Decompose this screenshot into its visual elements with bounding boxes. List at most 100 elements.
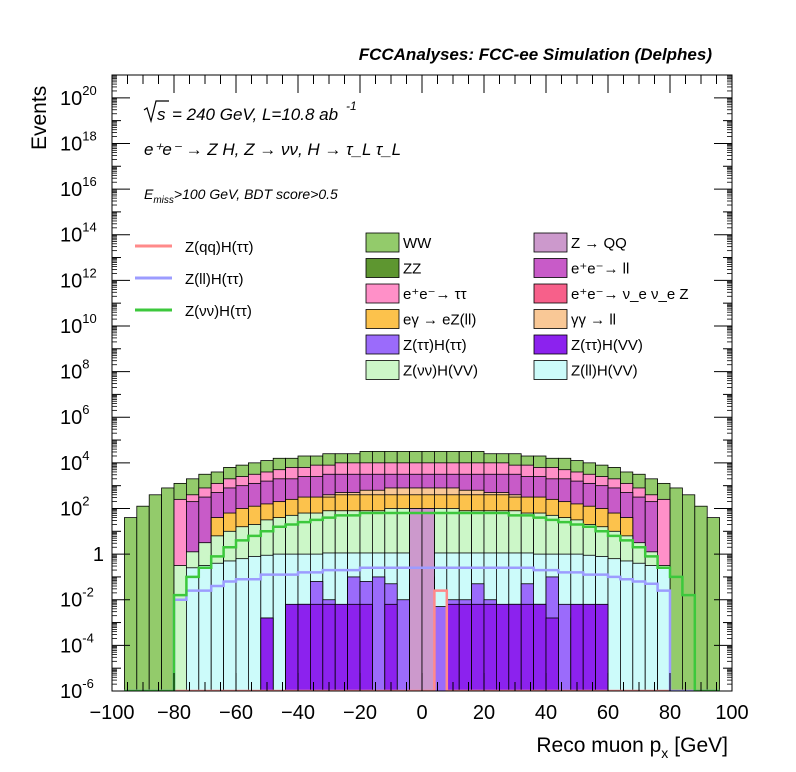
legend-box-label: eγ → eZ(ll): [403, 312, 476, 329]
legend-box-swatch: [533, 360, 568, 380]
bar: [520, 603, 535, 691]
legend-backgrounds-col1: WW ZZ e⁺e⁻→ ττ eγ → eZ(ll) Z(ττ)H(ττ) Z(νν)H(…: [365, 232, 478, 380]
legend-box-label: e⁺e⁻→ ll: [571, 261, 629, 278]
legend-box-label: ZZ: [403, 261, 421, 278]
legend-box-swatch: [533, 283, 568, 304]
bar: [409, 508, 423, 691]
y-tick-label: 10-4: [60, 630, 94, 657]
y-tick-label: 1010: [60, 311, 97, 338]
y-tick-label: 108: [60, 357, 89, 384]
legend-box-swatch: [365, 334, 400, 355]
legend-box-swatch: [365, 360, 400, 380]
bar: [508, 603, 522, 691]
bar: [297, 603, 311, 691]
bar: [446, 603, 460, 691]
bar: [309, 603, 324, 691]
bar: [669, 487, 683, 691]
bar: [582, 603, 597, 691]
y-axis-label: Events: [28, 86, 51, 150]
bar: [657, 567, 671, 691]
annotation-cut: Emiss>100 GeV, BDT score>0.5: [144, 186, 338, 206]
bar: [545, 617, 559, 691]
x-tick-label: 0: [416, 702, 427, 724]
plot-annotation: s = 240 GeV, L=10.8 ab -1 e⁺e⁻ → Z H, Z →…: [143, 99, 401, 206]
bar: [173, 565, 187, 691]
hist-z-h-vv: [260, 603, 609, 691]
y-tick-label: 1018: [60, 128, 97, 155]
bar: [483, 603, 497, 691]
legend-box-label: Z(ll)H(VV): [571, 363, 638, 380]
y-tick-label: 1014: [60, 220, 97, 247]
legend-box-label: e⁺e⁻→ ττ: [403, 286, 467, 303]
x-tick-label: 20: [473, 702, 495, 724]
y-tick-label: 10-6: [60, 676, 94, 703]
bar: [533, 603, 547, 691]
x-tick-label: −80: [157, 702, 191, 724]
bar: [247, 555, 262, 691]
legend-signal: Z(qq)H(ττ) Z(ll)H(ττ) Z(νν)H(ττ): [135, 239, 254, 320]
bar: [421, 508, 435, 691]
legend-box-swatch: [365, 258, 400, 278]
y-tick-label: 104: [60, 448, 89, 475]
y-tick-label: 1016: [60, 174, 97, 201]
chart-header: FCCAnalyses: FCC-ee Simulation (Delphes): [359, 45, 713, 64]
bar: [347, 603, 361, 691]
y-tick-label: 106: [60, 402, 89, 429]
bar: [198, 565, 212, 691]
legend-box-swatch: [365, 283, 400, 304]
bar: [558, 603, 572, 691]
legend-backgrounds-col2: Z → QQ e⁺e⁻→ ll e⁺e⁻→ ν_e ν_e Z γγ → ll Z(ττ…: [533, 232, 689, 380]
annotation-sqrt-s: s: [157, 105, 166, 124]
y-tick-label: 1: [93, 544, 104, 566]
legend-box-swatch: [365, 232, 400, 253]
bar: [570, 603, 584, 691]
line-z-h: [124, 511, 720, 691]
signal-lines: [124, 511, 720, 691]
bar: [210, 562, 224, 691]
x-tick-label: 100: [715, 702, 748, 724]
y-tick-label: 1012: [60, 265, 97, 292]
x-tick-label: −60: [219, 702, 253, 724]
bar: [359, 603, 373, 691]
axis-ticks: −100 −80 −60 −40 −20 0 20 40 60 80 100 10-6 10-4 10-2…: [60, 74, 749, 724]
bar: [322, 603, 336, 691]
y-tick-label: 1020: [60, 83, 97, 110]
x-tick-label: 60: [597, 702, 619, 724]
x-tick-label: −20: [343, 702, 377, 724]
bar: [285, 603, 299, 691]
bar: [706, 517, 721, 691]
bar: [495, 603, 510, 691]
annotation-process: e⁺e⁻ → Z H, Z → νν, H → τ_L τ_L: [144, 140, 401, 159]
legend-box-label: WW: [403, 235, 432, 252]
bar: [384, 603, 398, 691]
legend-box-label: Z → QQ: [571, 235, 627, 252]
bar: [396, 599, 411, 691]
bar: [185, 567, 200, 691]
legend-box-swatch: [365, 309, 400, 329]
bar: [682, 494, 696, 691]
bar: [161, 487, 175, 691]
legend-box-swatch: [533, 258, 568, 278]
legend-line-label: Z(νν)H(ττ): [185, 303, 252, 320]
bar: [260, 617, 274, 691]
x-axis-label: Reco muon px [GeV]: [536, 734, 728, 761]
legend-box-label: Z(ττ)H(ττ): [403, 337, 467, 354]
line-z-ll-h: [124, 566, 720, 691]
x-tick-label: −40: [281, 702, 315, 724]
bar: [148, 494, 162, 691]
legend-line-label: Z(qq)H(ττ): [185, 239, 254, 256]
legend-box-swatch: [533, 232, 568, 253]
x-tick-label: 80: [659, 702, 681, 724]
bar: [458, 603, 473, 691]
bar: [433, 606, 448, 691]
legend-box-swatch: [533, 334, 568, 355]
hist-z-qq: [409, 508, 435, 691]
legend-box-label: Z(ττ)H(VV): [571, 337, 643, 354]
bar: [334, 603, 349, 691]
y-tick-label: 10-2: [60, 585, 94, 612]
legend-box-label: e⁺e⁻→ ν_e ν_e Z: [571, 286, 689, 303]
legend-box-label: Z(νν)H(VV): [403, 363, 478, 380]
bar: [607, 558, 621, 691]
bar: [471, 603, 485, 691]
